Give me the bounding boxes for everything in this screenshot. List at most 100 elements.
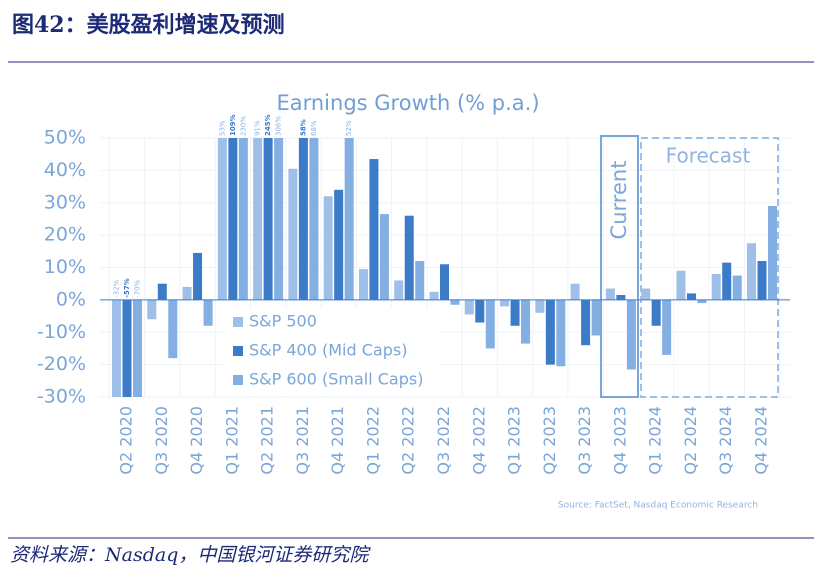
bar — [747, 243, 756, 300]
legend-box — [225, 308, 441, 396]
bar — [711, 273, 721, 300]
bar — [697, 299, 707, 304]
value-label: 109% — [229, 114, 237, 136]
legend-label: S&P 400 (Mid Caps) — [249, 341, 407, 360]
legend-swatch — [233, 317, 243, 327]
bar — [182, 286, 192, 300]
y-tick-label: -30% — [37, 386, 86, 408]
value-label: 53% — [218, 120, 226, 136]
legend-swatch — [233, 375, 243, 385]
bar — [288, 168, 298, 300]
legend-label: S&P 600 (Small Caps) — [249, 370, 423, 389]
bar — [323, 196, 333, 300]
legend-swatch — [233, 346, 243, 356]
y-tick-label: 20% — [44, 224, 86, 246]
bar — [379, 214, 389, 300]
y-tick-label: 0% — [56, 288, 86, 310]
bar — [344, 138, 354, 300]
y-tick-label: 10% — [44, 256, 86, 278]
bar — [556, 299, 566, 367]
x-tick-label: Q2 2021 — [258, 406, 277, 475]
x-tick-label: Q3 2022 — [434, 406, 453, 475]
bar — [768, 205, 777, 300]
x-tick-label: Q1 2021 — [222, 406, 241, 475]
legend-label: S&P 500 — [249, 312, 317, 331]
chart-title: Earnings Growth (% p.a.) — [276, 91, 539, 115]
bar — [464, 299, 474, 315]
bar — [545, 299, 555, 365]
bar — [274, 138, 284, 300]
value-label: 58% — [299, 119, 307, 136]
bar — [309, 138, 319, 300]
bar — [732, 275, 742, 300]
value-label: 245% — [264, 114, 272, 136]
bar — [686, 293, 696, 300]
value-label: -70% — [134, 279, 142, 297]
bar — [757, 261, 767, 300]
value-label: -32% — [113, 279, 121, 297]
bar — [676, 270, 686, 300]
y-tick-label: 40% — [44, 159, 86, 181]
bar — [626, 299, 636, 370]
value-label: 91% — [254, 120, 262, 136]
bar — [429, 291, 439, 300]
bar — [605, 288, 615, 300]
bar — [133, 299, 142, 397]
x-tick-label: Q4 2024 — [752, 406, 771, 475]
bar — [475, 299, 485, 323]
bar — [263, 138, 273, 300]
bar — [591, 299, 601, 336]
x-tick-label: Q3 2024 — [716, 406, 735, 475]
bar — [298, 138, 308, 300]
bar — [334, 189, 344, 300]
x-tick-label: Q3 2023 — [575, 406, 594, 475]
bar — [415, 261, 425, 300]
bar — [641, 288, 651, 300]
bar — [651, 299, 661, 326]
footer-source: 资料来源：Nasdaq，中国银河证券研究院 — [10, 544, 371, 566]
x-tick-label: Q4 2021 — [328, 406, 347, 475]
y-tick-label: 50% — [44, 127, 86, 149]
x-tick-label: Q1 2022 — [363, 406, 382, 475]
forecast-label: Forecast — [666, 144, 751, 168]
bar — [485, 299, 495, 349]
bar — [358, 269, 368, 300]
bar — [217, 138, 227, 300]
bar — [535, 299, 545, 313]
value-label: 52% — [345, 120, 353, 136]
bar — [404, 215, 414, 300]
x-tick-label: Q2 2020 — [117, 406, 136, 475]
bar — [521, 299, 531, 344]
value-label: -57% — [123, 278, 131, 298]
forecast-box — [640, 137, 779, 398]
x-tick-label: Q4 2020 — [187, 406, 206, 475]
current-box — [600, 135, 639, 398]
x-tick-label: Q2 2024 — [681, 406, 700, 475]
value-label: 306% — [275, 116, 283, 136]
bar — [510, 299, 520, 326]
bar — [253, 138, 263, 300]
bar — [238, 138, 248, 300]
x-tick-label: Q3 2020 — [152, 406, 171, 475]
bar — [122, 299, 132, 397]
bar — [662, 299, 672, 355]
x-tick-label: Q1 2023 — [505, 406, 524, 475]
bar — [147, 299, 157, 320]
y-tick-label: -20% — [37, 353, 86, 375]
bar — [570, 283, 580, 300]
bar — [616, 295, 626, 300]
value-label: 230% — [239, 116, 247, 136]
bar — [157, 283, 167, 300]
x-tick-label: Q1 2024 — [646, 406, 665, 475]
x-tick-label: Q3 2021 — [293, 406, 312, 475]
bar — [500, 299, 510, 307]
bar — [193, 252, 203, 300]
grid — [100, 137, 790, 398]
header-title: 图42：美股盈利增速及预测 — [12, 12, 285, 38]
bar — [450, 299, 460, 305]
bar — [394, 280, 404, 300]
bar — [722, 262, 732, 300]
x-tick-label: Q4 2022 — [469, 406, 488, 475]
